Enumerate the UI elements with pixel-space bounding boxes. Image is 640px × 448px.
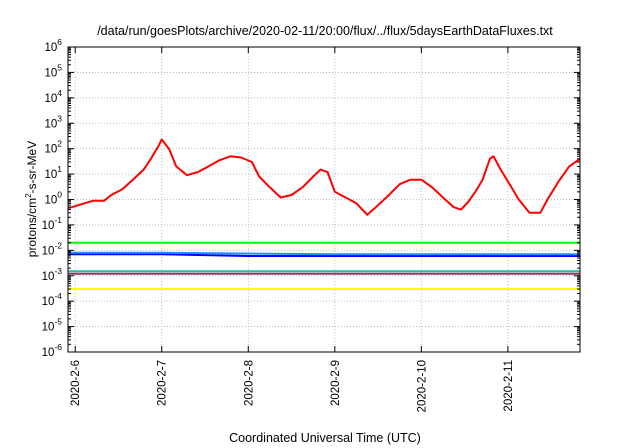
data-series xyxy=(67,138,581,290)
y-tick-label: 10-1 xyxy=(42,215,63,232)
y-tick-label: 10-2 xyxy=(42,240,63,257)
y-tick-label: 10-6 xyxy=(42,342,63,359)
x-tick-labels: 2020-2-6 2020-2-7 2020-2-8 2020-2-9 2020-2-1… xyxy=(70,360,515,412)
y-tick-labels: 10-6 10-5 10-4 10-3 10-2 10-1 100 101 102 103 104 1… xyxy=(42,37,63,359)
y-tick-label: 104 xyxy=(44,88,62,105)
y-tick-label: 100 xyxy=(44,190,62,207)
y-axis-label: protons/cm2-s-sr-MeV xyxy=(24,141,39,257)
series-line xyxy=(67,138,581,216)
y-tick-label: 10-5 xyxy=(42,317,63,334)
x-axis-label: Coordinated Universal Time (UTC) xyxy=(229,431,421,445)
x-tick-label: 2020-2-11 xyxy=(503,360,515,412)
y-tick-label: 10-3 xyxy=(42,266,63,283)
y-tick-label: 101 xyxy=(44,164,62,181)
x-tick-label: 2020-2-9 xyxy=(330,360,342,406)
grid-lines xyxy=(68,47,580,352)
y-tick-label: 105 xyxy=(44,62,62,79)
series-line xyxy=(68,253,580,257)
y-tick-label: 103 xyxy=(44,113,62,130)
x-tick-label: 2020-2-10 xyxy=(416,360,428,412)
x-tick-label: 2020-2-6 xyxy=(70,360,82,406)
y-tick-label: 102 xyxy=(44,139,62,156)
x-tick-label: 2020-2-8 xyxy=(243,360,255,406)
chart-title: /data/run/goesPlots/archive/2020-02-11/2… xyxy=(97,24,553,38)
y-tick-label: 106 xyxy=(44,37,62,54)
axis-ticks xyxy=(68,46,580,353)
y-tick-label: 10-4 xyxy=(42,291,63,308)
x-tick-label: 2020-2-7 xyxy=(157,360,169,406)
series-line xyxy=(68,251,580,256)
